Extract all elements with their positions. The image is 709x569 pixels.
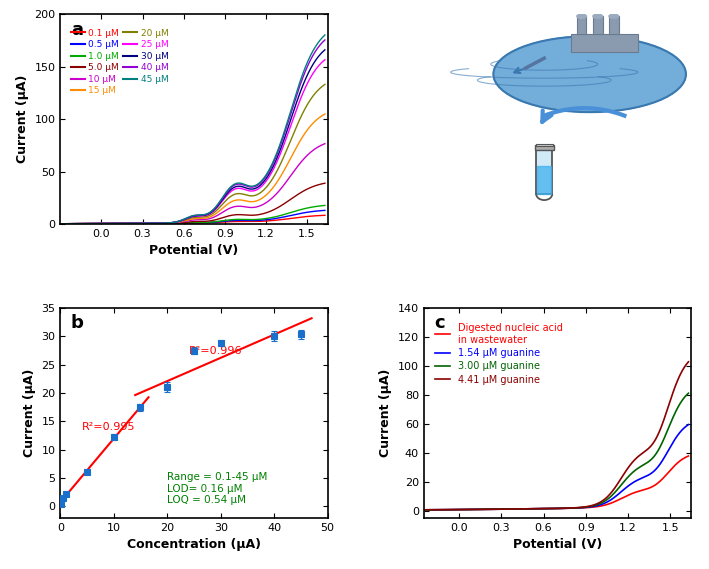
Legend: Digested nucleic acid
in wastewater, 1.54 μM guanine, 3.00 μM guanine, 4.41 μM g: Digested nucleic acid in wastewater, 1.5…	[432, 319, 566, 389]
3.00 μM guanine	[601, 497, 610, 504]
1.54 μM guanine	[684, 421, 693, 428]
4.41 μM guanine	[601, 495, 610, 502]
Text: a: a	[71, 20, 83, 39]
Ellipse shape	[593, 14, 603, 18]
Bar	[536, 144, 553, 146]
Ellipse shape	[577, 14, 586, 18]
Bar	[593, 17, 603, 34]
Digested nucleic acid
in wastewater	[631, 489, 640, 496]
4.41 μM guanine	[420, 506, 428, 513]
3.00 μM guanine	[536, 505, 545, 512]
Digested nucleic acid
in wastewater	[527, 505, 535, 512]
4.41 μM guanine	[684, 358, 693, 365]
Y-axis label: Current (μA): Current (μA)	[379, 369, 392, 457]
Bar	[571, 34, 638, 52]
Y-axis label: Current (μA): Current (μA)	[23, 369, 35, 457]
Digested nucleic acid
in wastewater	[684, 452, 693, 459]
1.54 μM guanine	[601, 500, 610, 506]
4.41 μM guanine	[631, 456, 640, 463]
Line: 3.00 μM guanine: 3.00 μM guanine	[424, 393, 688, 510]
1.54 μM guanine	[536, 505, 545, 512]
Text: c: c	[435, 314, 445, 332]
Line: 1.54 μM guanine: 1.54 μM guanine	[424, 424, 688, 510]
Digested nucleic acid
in wastewater	[536, 505, 545, 512]
Digested nucleic acid
in wastewater	[601, 501, 610, 508]
Bar	[609, 17, 618, 34]
Bar	[535, 145, 554, 150]
1.54 μM guanine	[420, 506, 428, 513]
1.54 μM guanine	[631, 478, 640, 485]
3.00 μM guanine	[631, 467, 640, 474]
Digested nucleic acid
in wastewater	[626, 491, 635, 498]
3.00 μM guanine	[447, 506, 455, 513]
Y-axis label: Current (μA): Current (μA)	[16, 75, 29, 163]
Text: Range = 0.1-45 μM
LOD= 0.16 μM
LOQ = 0.54 μM: Range = 0.1-45 μM LOD= 0.16 μM LOQ = 0.5…	[167, 472, 267, 505]
Text: b: b	[71, 314, 84, 332]
1.54 μM guanine	[626, 481, 635, 488]
3.00 μM guanine	[527, 505, 535, 512]
Legend: 0.1 μM, 0.5 μM, 1.0 μM, 5.0 μM, 10 μM, 15 μM, 20 μM, 25 μM, 30 μM, 40 μM, 45 μM: 0.1 μM, 0.5 μM, 1.0 μM, 5.0 μM, 10 μM, 1…	[67, 25, 172, 99]
X-axis label: Potential (V): Potential (V)	[150, 245, 239, 257]
Digested nucleic acid
in wastewater	[447, 506, 455, 513]
4.41 μM guanine	[626, 461, 635, 468]
Text: R²=0.995: R²=0.995	[82, 422, 135, 432]
4.41 μM guanine	[536, 505, 545, 512]
X-axis label: Concentration (μA): Concentration (μA)	[127, 538, 261, 551]
3.00 μM guanine	[684, 390, 693, 397]
Bar	[577, 17, 586, 34]
Line: 4.41 μM guanine: 4.41 μM guanine	[424, 362, 688, 510]
1.54 μM guanine	[447, 506, 455, 513]
3.00 μM guanine	[420, 506, 428, 513]
3.00 μM guanine	[626, 471, 635, 478]
Digested nucleic acid
in wastewater	[420, 506, 428, 513]
4.41 μM guanine	[527, 505, 535, 512]
Bar	[536, 148, 552, 194]
Line: Digested nucleic acid
in wastewater: Digested nucleic acid in wastewater	[424, 456, 688, 510]
Bar	[537, 166, 551, 194]
Text: R²=0.996: R²=0.996	[189, 346, 242, 356]
Ellipse shape	[493, 36, 686, 112]
X-axis label: Potential (V): Potential (V)	[513, 538, 602, 551]
4.41 μM guanine	[447, 506, 455, 513]
1.54 μM guanine	[527, 505, 535, 512]
Ellipse shape	[609, 14, 618, 18]
